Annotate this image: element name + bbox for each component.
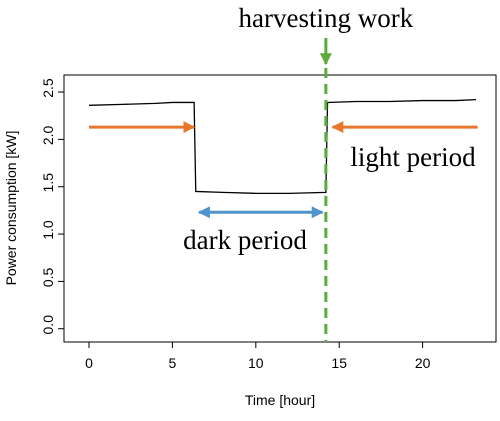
- dark-label: dark period: [183, 225, 307, 255]
- x-tick-label: 0: [85, 355, 93, 371]
- y-tick-label: 2.5: [40, 78, 56, 98]
- plot-box: [63, 74, 497, 343]
- y-tick-label: 0.0: [40, 315, 56, 335]
- x-tick-label: 20: [415, 355, 431, 371]
- y-tick-label: 2.0: [40, 125, 56, 145]
- y-tick-label: 1.0: [40, 220, 56, 240]
- data-line: [89, 98, 477, 195]
- y-tick-label: 1.5: [40, 173, 56, 193]
- x-tick-label: 15: [331, 355, 347, 371]
- y-tick-label: 0.5: [40, 267, 56, 287]
- x-axis-label: Time [hour]: [245, 392, 315, 408]
- y-axis-label: Power consumption [kW]: [3, 131, 19, 286]
- x-tick-label: 10: [248, 355, 264, 371]
- light-label: light period: [350, 142, 476, 172]
- x-tick-label: 5: [169, 355, 177, 371]
- harvest-label: harvesting work: [239, 3, 414, 33]
